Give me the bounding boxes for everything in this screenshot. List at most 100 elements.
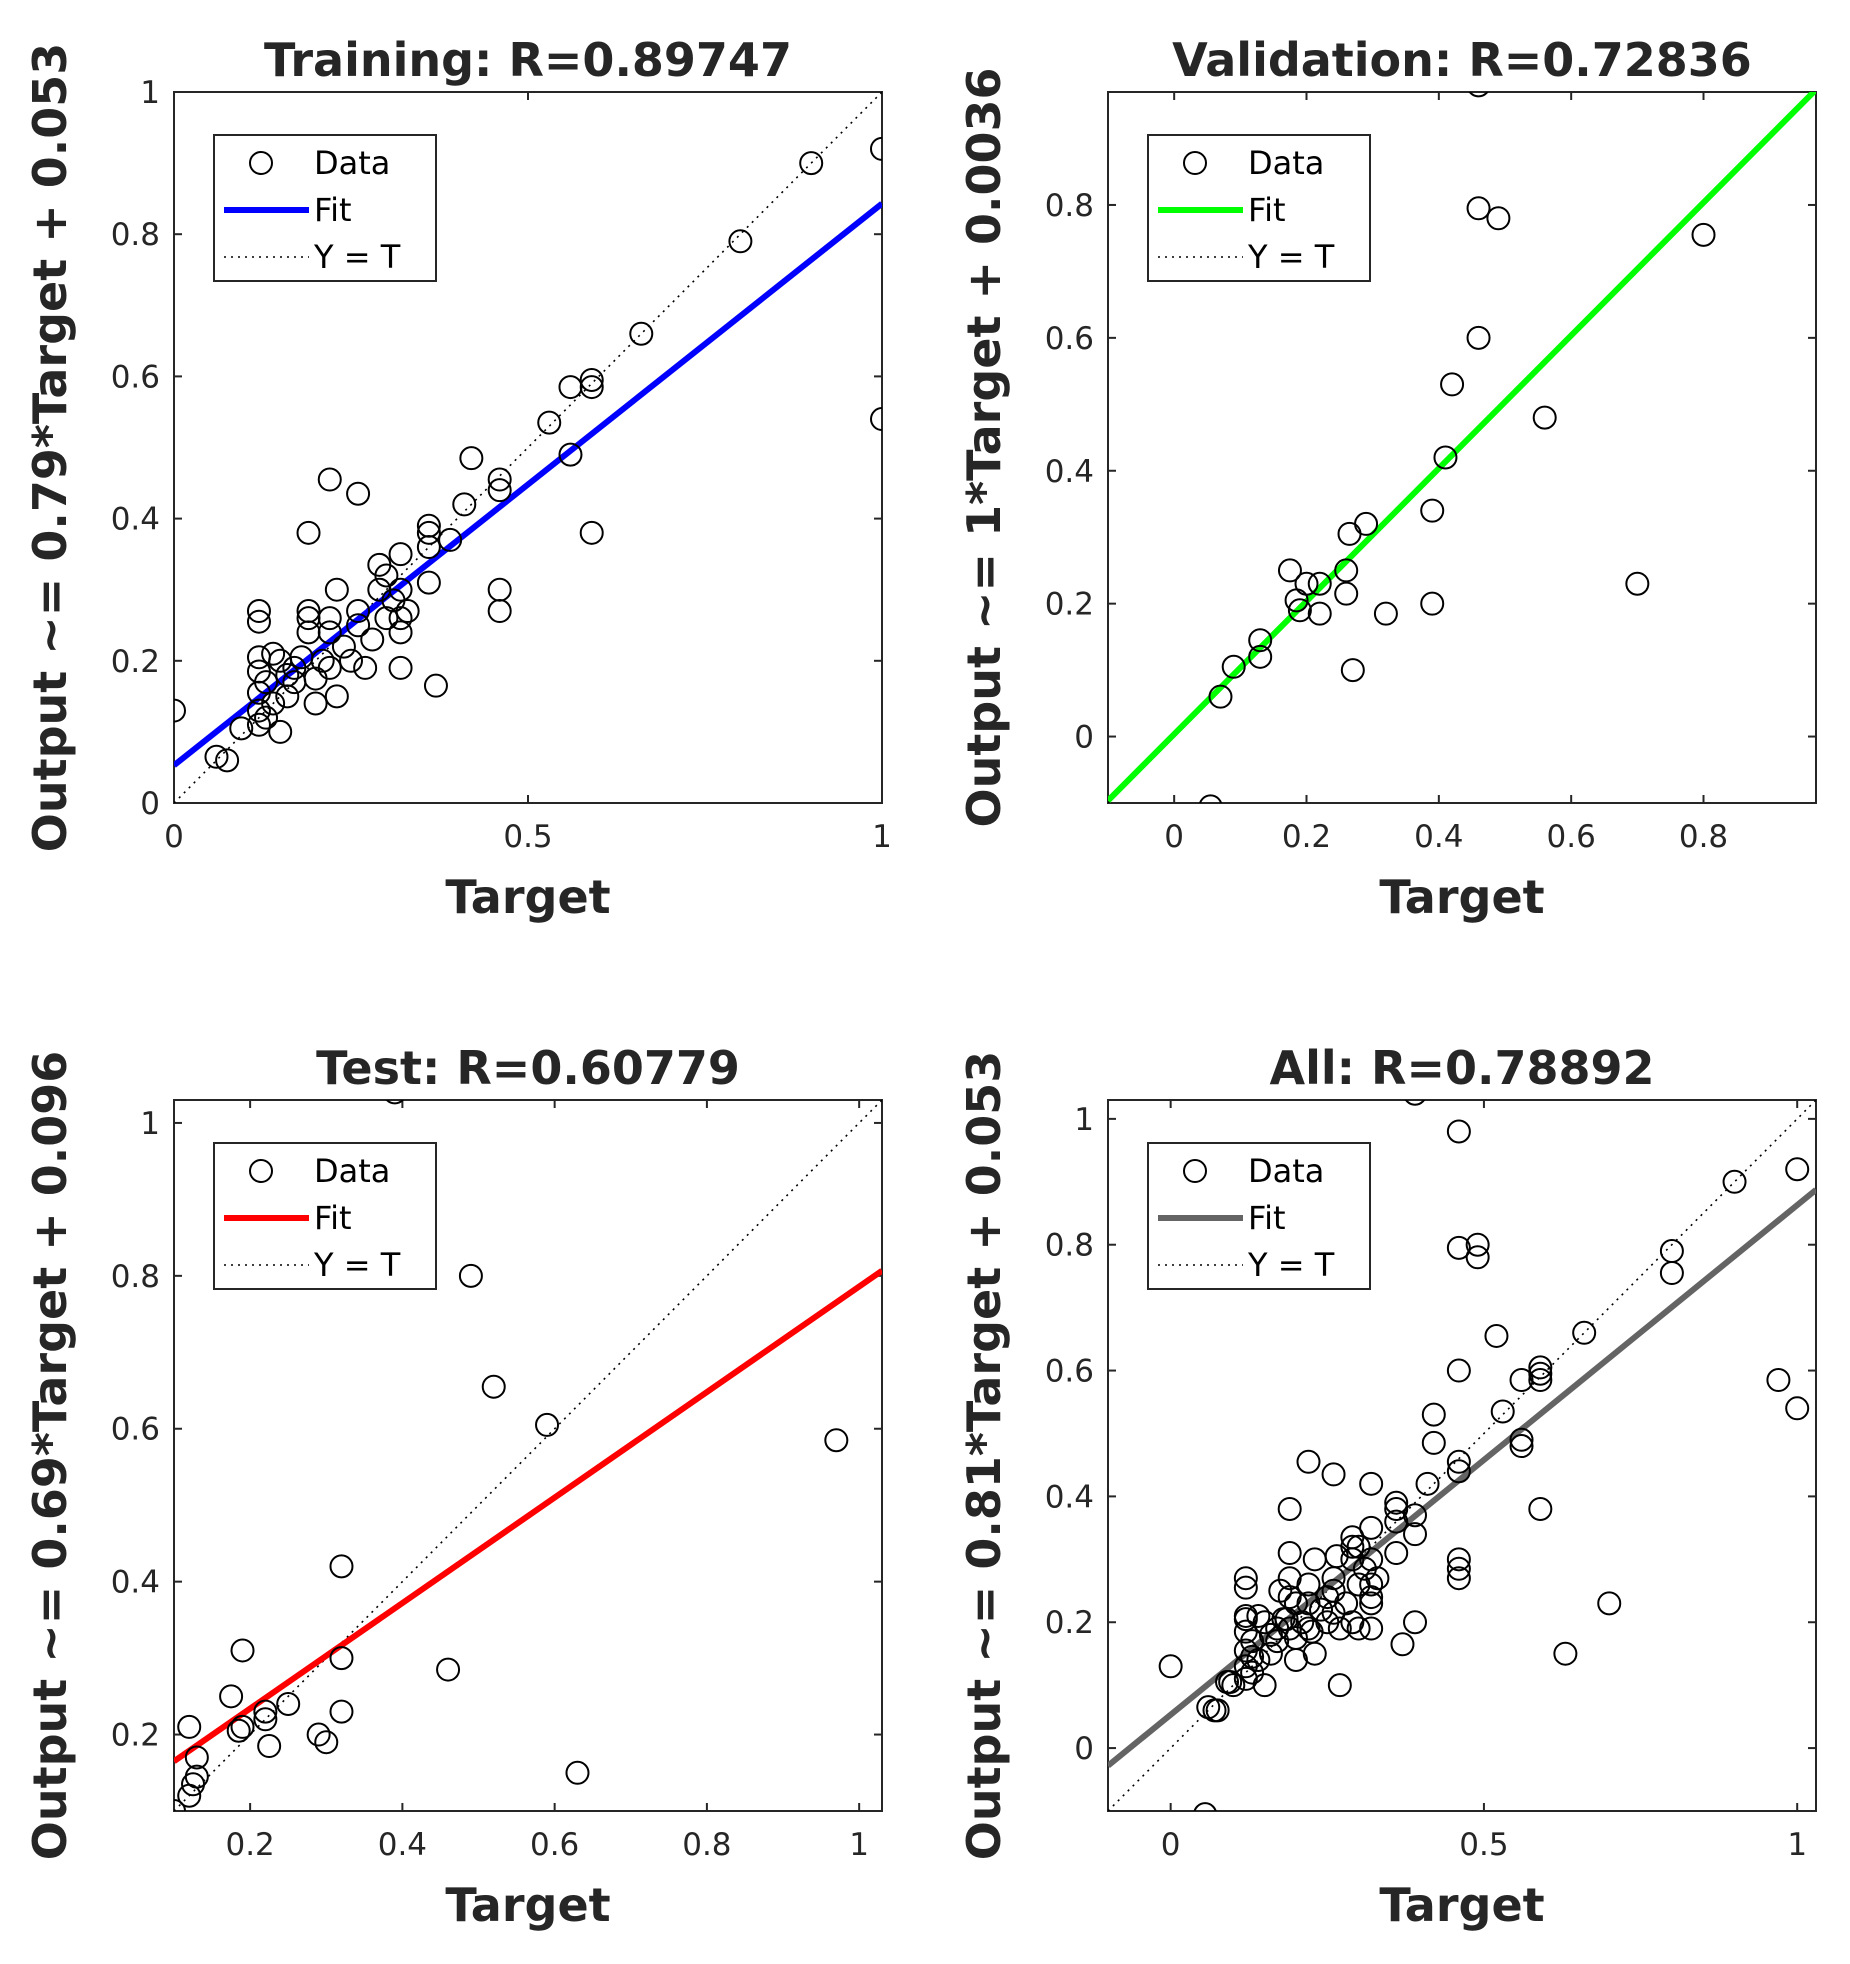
training-data-point <box>416 570 441 595</box>
validation-data-point <box>1248 628 1273 653</box>
all-data-point <box>1205 1698 1230 1723</box>
training-y-axis-label: Output ~= 0.79*Target + 0.053 <box>23 43 77 853</box>
all-x-axis-label: Target <box>1379 1878 1544 1932</box>
validation-data-point <box>1294 571 1319 596</box>
all-title: All: R=0.78892 <box>1269 1041 1654 1095</box>
training-legend-data-marker <box>249 151 273 175</box>
test-data-point <box>253 1707 278 1732</box>
test-x-tick-label: 0.6 <box>530 1827 579 1863</box>
training-data-point <box>339 648 363 673</box>
all-data-point <box>1490 1399 1515 1424</box>
validation-data-point <box>1486 206 1511 231</box>
training-data-point <box>579 375 604 400</box>
training-data-point <box>799 151 824 176</box>
all-data-point <box>1252 1673 1277 1698</box>
training-data-point <box>346 599 371 624</box>
all-data-point <box>1446 1235 1471 1260</box>
all-data-point <box>1384 1490 1409 1515</box>
training-data-point <box>261 691 286 716</box>
training-data-point <box>870 407 882 432</box>
training-x-tick-label: 1 <box>872 819 892 855</box>
training-data-point <box>317 655 342 680</box>
training-data-point <box>246 599 271 624</box>
test-data-point <box>230 1638 255 1663</box>
test-legend-fit-label: Fit <box>314 1199 352 1237</box>
training-x-tick-label: 0 <box>164 819 184 855</box>
training-data-point <box>310 648 335 673</box>
validation-x-tick-label: 0.2 <box>1282 819 1331 855</box>
training-data-point <box>317 606 342 631</box>
training-data-point <box>261 641 286 666</box>
all-data-point <box>1218 1670 1243 1695</box>
training-data-point <box>296 520 321 545</box>
validation-data-point <box>1248 644 1273 669</box>
test-data-point <box>565 1760 590 1785</box>
all-data-point <box>1446 1119 1471 1144</box>
training-data-point <box>423 673 448 698</box>
test-x-tick-label: 0.2 <box>225 1827 274 1863</box>
validation-y-tick-label: 0 <box>1074 720 1094 756</box>
test-data-point <box>314 1730 339 1755</box>
training-data-point <box>174 698 186 723</box>
test-data-point <box>481 1374 506 1399</box>
test-legend: Data Fit Y = T <box>213 1142 437 1290</box>
test-y-tick-label: 0.8 <box>111 1259 160 1295</box>
training-data-point <box>438 527 463 552</box>
all-data-point <box>1359 1616 1384 1641</box>
training-data-point <box>395 599 420 624</box>
training-data-point <box>324 684 349 709</box>
all-data-point <box>1446 1459 1471 1484</box>
validation-data-point <box>1277 558 1302 583</box>
all-data-point <box>1421 1430 1446 1455</box>
training-data-point <box>728 229 753 254</box>
test-data-point <box>177 1714 202 1739</box>
all-data-point <box>1277 1496 1302 1521</box>
validation-data-point <box>1466 325 1491 350</box>
training-y-tick-label: 0 <box>140 786 160 822</box>
all-data-point <box>1446 1566 1471 1591</box>
all-data-point <box>1446 1547 1471 1572</box>
training-data-point <box>487 478 512 503</box>
training-data-point <box>388 542 413 567</box>
all-data-point <box>1365 1566 1390 1591</box>
test-panel: 0.2 0.4 0.6 0.8 1 0.2 0.4 0.6 0.8 1 Test: R=0.6077… <box>23 1041 883 1932</box>
all-data-point <box>1233 1566 1258 1591</box>
all-data-point <box>1403 1610 1428 1635</box>
training-data-point <box>416 520 441 545</box>
validation-legend-identity-label: Y = T <box>1247 238 1335 276</box>
training-x-tick-label: 0.5 <box>503 819 552 855</box>
test-data-point <box>276 1691 301 1716</box>
all-data-point <box>1221 1673 1246 1698</box>
all-data-point <box>1509 1427 1534 1452</box>
validation-data-point <box>1625 571 1650 596</box>
validation-legend-data-marker <box>1183 151 1207 175</box>
all-data-point <box>1296 1572 1321 1597</box>
all-y-axis-label: Output ~= 0.81*Target + 0.053 <box>957 1051 1011 1861</box>
training-data-point <box>331 634 356 659</box>
validation-x-tick-label: 0.6 <box>1547 819 1596 855</box>
all-data-point <box>1403 1522 1428 1547</box>
training-data-point <box>870 136 882 161</box>
validation-legend-fit-label: Fit <box>1248 191 1286 229</box>
test-y-tick-label: 1 <box>140 1106 160 1142</box>
all-data-point <box>1233 1575 1258 1600</box>
validation-plot-area <box>1108 92 1816 803</box>
all-data-point <box>1446 1358 1471 1383</box>
training-legend-data-label: Data <box>314 144 390 182</box>
training-data-point <box>388 620 413 645</box>
training-data-point <box>275 663 300 688</box>
validation-data-point <box>1354 511 1379 536</box>
training-panel: 0 0.5 1 0 0.2 0.4 0.6 0.8 1 Training: R=0.89747 Ta… <box>23 33 892 924</box>
all-x-tick-label: 1 <box>1787 1827 1807 1863</box>
training-data-point <box>452 492 477 517</box>
all-data-point <box>1240 1660 1265 1685</box>
training-data-point <box>579 520 604 545</box>
training-data-point <box>254 670 279 695</box>
validation-data-point <box>1340 658 1365 683</box>
validation-x-tick-label: 0.8 <box>1679 819 1728 855</box>
all-data-point <box>1309 1597 1334 1622</box>
training-data-point <box>346 613 371 638</box>
all-data-point <box>1340 1534 1365 1559</box>
training-data-point <box>579 367 604 392</box>
all-data-point <box>1193 1802 1217 1811</box>
